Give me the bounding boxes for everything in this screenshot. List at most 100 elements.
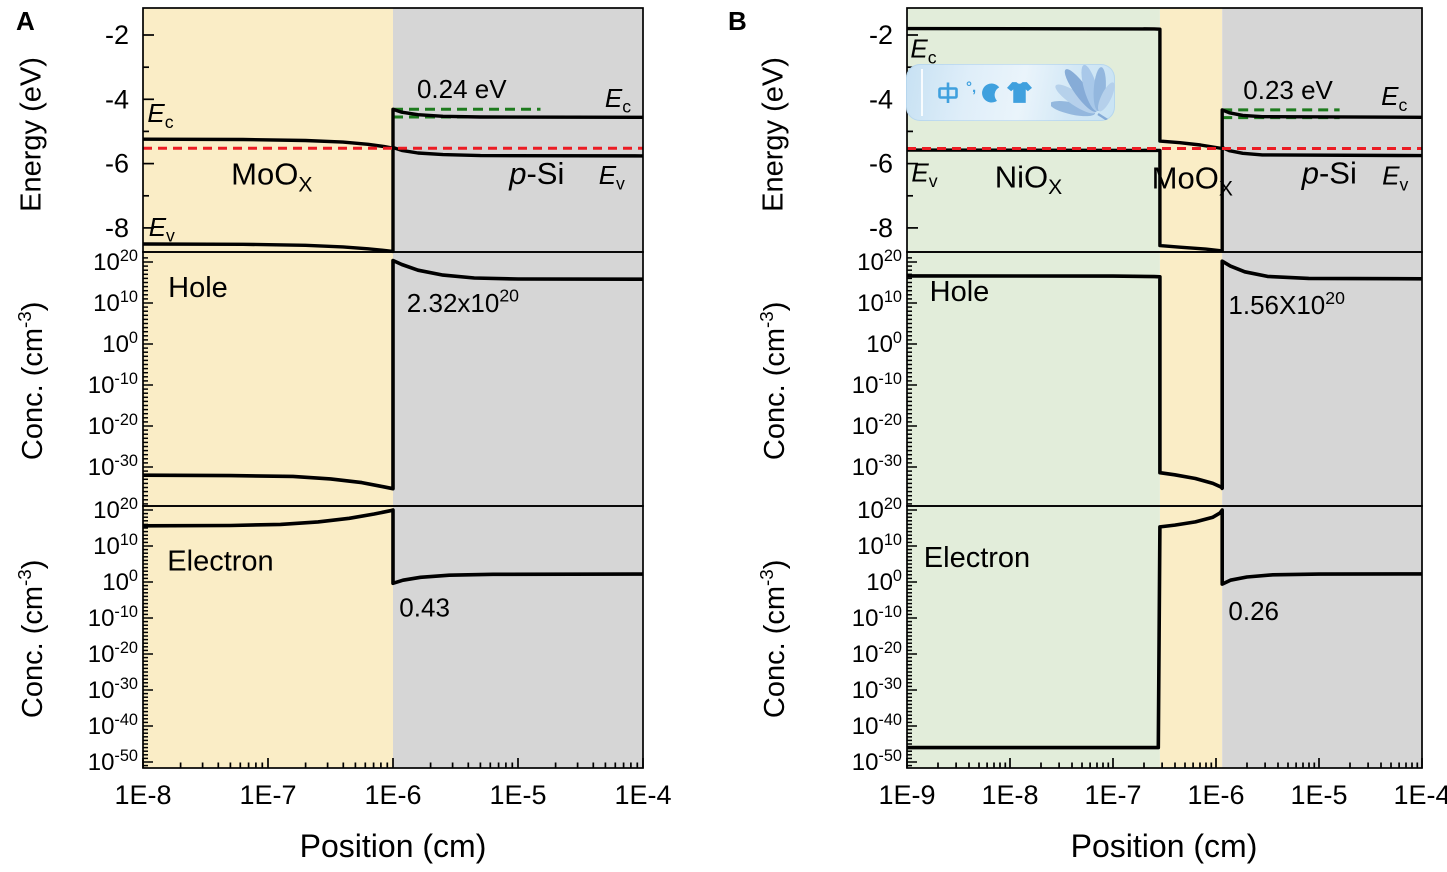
x-tick-label: 1E-5 bbox=[489, 780, 546, 810]
degree-comma: °, bbox=[966, 79, 977, 96]
hole-tick-label: 1020 bbox=[857, 247, 902, 276]
conc-title-prefix: Conc. (cm bbox=[16, 327, 49, 461]
hole-y-ticks bbox=[143, 257, 153, 505]
electron-tick-label: 10-20 bbox=[852, 639, 902, 668]
hole-tick-label: 100 bbox=[102, 329, 138, 358]
x-axis-ticks bbox=[906, 758, 1423, 768]
electron-tick-label: 10-40 bbox=[88, 711, 138, 740]
electron-series-label: Electron bbox=[924, 542, 1030, 574]
panel-b: 1E-9 1E-8 1E-7 1E-6 1E-5 1E-4 -2 -4 -6 -8 1020 1010… bbox=[852, 7, 1447, 810]
energy-tick-label: -4 bbox=[869, 84, 893, 114]
hole-tick-label: 10-10 bbox=[88, 370, 138, 399]
y-axis-title-conc-electron-a: Conc. (cm-3) bbox=[14, 469, 49, 809]
electron-tick-label: 1020 bbox=[93, 495, 138, 524]
conc-title-exponent: -3 bbox=[14, 311, 36, 328]
hole-tick-label: 10-30 bbox=[88, 452, 138, 481]
x-tick-label: 1E-8 bbox=[114, 780, 171, 810]
electron-y-ticks bbox=[143, 509, 153, 767]
x-tick-label: 1E-7 bbox=[1084, 780, 1141, 810]
hole-tick-label: 10-20 bbox=[88, 411, 138, 440]
x-tick-label: 1E-6 bbox=[364, 780, 421, 810]
electron-plot-frame bbox=[906, 505, 1423, 769]
energy-tick-label: -8 bbox=[869, 213, 893, 243]
region-label-moox: MoOX bbox=[231, 157, 312, 197]
electron-y-ticks bbox=[907, 509, 917, 767]
electron-tick-label: 10-50 bbox=[88, 747, 138, 776]
conc-title-exponent: -3 bbox=[14, 569, 36, 586]
conc-title-prefix: Conc. (cm bbox=[758, 585, 791, 719]
watermark-divider bbox=[921, 69, 923, 116]
hole-curve bbox=[142, 258, 644, 491]
region-label-psi: p-Si bbox=[508, 156, 564, 191]
electron-tick-label: 1010 bbox=[857, 531, 902, 560]
conc-title-prefix: Conc. (cm bbox=[758, 327, 791, 461]
ec-label-left: Ec bbox=[147, 98, 173, 132]
electron-series-label: Electron bbox=[167, 546, 273, 578]
ev-label-right: Ev bbox=[1382, 161, 1408, 195]
electron-interface-value: 0.26 bbox=[1228, 596, 1279, 626]
electron-tick-label: 10-50 bbox=[852, 747, 902, 776]
ev-curve bbox=[906, 145, 1423, 253]
chinese-translate-icon bbox=[938, 82, 958, 103]
region-NiOx bbox=[907, 8, 1160, 768]
electron-tick-label: 10-10 bbox=[88, 603, 138, 632]
region-MoOx bbox=[143, 8, 393, 768]
region-label-moox: MoOX bbox=[1152, 161, 1233, 201]
panel-a: 1E-8 1E-7 1E-6 1E-5 1E-4 -2 -4 -6 -8 1020 1010 100 1… bbox=[88, 7, 672, 810]
electron-curve bbox=[907, 508, 1423, 750]
hole-curve bbox=[906, 259, 1423, 491]
electron-tick-label: 10-40 bbox=[852, 711, 902, 740]
hole-tick-label: 10-10 bbox=[852, 370, 902, 399]
hole-tick-label: 100 bbox=[866, 329, 902, 358]
ev-label-left: Ev bbox=[149, 212, 175, 246]
region-p-Si bbox=[393, 8, 643, 768]
energy-tick-label: -6 bbox=[105, 149, 129, 179]
x-tick-label: 1E-4 bbox=[614, 780, 671, 810]
hole-series-label: Hole bbox=[168, 272, 228, 304]
x-tick-label: 1E-5 bbox=[1290, 780, 1347, 810]
ev-label-right: Ev bbox=[599, 160, 625, 194]
ec-label-right: Ec bbox=[1381, 81, 1407, 115]
x-tick-label: 1E-9 bbox=[878, 780, 935, 810]
electron-tick-label: 10-10 bbox=[852, 603, 902, 632]
t-shirt-icon bbox=[1007, 82, 1033, 103]
watermark-overlay: °, bbox=[906, 64, 1115, 121]
hole-peak-value: 1.56X1020 bbox=[1228, 288, 1345, 320]
barrier-label: 0.24 eV bbox=[417, 74, 507, 104]
region-p-Si bbox=[1222, 8, 1422, 768]
electron-interface-value: 0.43 bbox=[399, 592, 450, 622]
energy-tick-label: -2 bbox=[105, 20, 129, 50]
energy-tick-label: -2 bbox=[869, 20, 893, 50]
y-axis-title-conc-electron-b: Conc. (cm-3) bbox=[756, 469, 791, 809]
hole-tick-label: 1010 bbox=[857, 288, 902, 317]
panel-a-letter: A bbox=[16, 6, 35, 36]
electron-tick-label: 10-30 bbox=[88, 675, 138, 704]
electron-curve bbox=[142, 508, 644, 586]
x-axis-title-a: Position (cm) bbox=[299, 828, 487, 864]
ec-label-left: Ec bbox=[910, 34, 936, 68]
hole-peak-value: 2.32x1020 bbox=[407, 286, 519, 318]
x-tick-label: 1E-8 bbox=[981, 780, 1038, 810]
x-tick-label: 1E-6 bbox=[1187, 780, 1244, 810]
ev-label-left: Ev bbox=[911, 157, 937, 191]
ec-label-right: Ec bbox=[605, 83, 631, 117]
hole-tick-label: 10-20 bbox=[852, 411, 902, 440]
energy-y-ticks bbox=[143, 34, 154, 229]
electron-tick-label: 10-20 bbox=[88, 639, 138, 668]
energy-tick-label: -8 bbox=[105, 213, 129, 243]
x-tick-label: 1E-7 bbox=[239, 780, 296, 810]
conc-title-exponent: -3 bbox=[756, 569, 778, 586]
panel-b-letter: B bbox=[728, 6, 747, 36]
hole-tick-label: 10-30 bbox=[852, 452, 902, 481]
region-label-niox: NiOX bbox=[995, 159, 1062, 199]
x-axis-title-b: Position (cm) bbox=[1070, 828, 1258, 864]
region-label-psi: p-Si bbox=[1301, 156, 1357, 191]
electron-tick-label: 100 bbox=[102, 567, 138, 596]
hole-series-label: Hole bbox=[930, 276, 990, 308]
conc-title-suffix: ) bbox=[16, 559, 49, 570]
conc-title-suffix: ) bbox=[758, 301, 791, 312]
x-axis-ticks bbox=[142, 758, 644, 768]
x-tick-label: 1E-4 bbox=[1393, 780, 1447, 810]
